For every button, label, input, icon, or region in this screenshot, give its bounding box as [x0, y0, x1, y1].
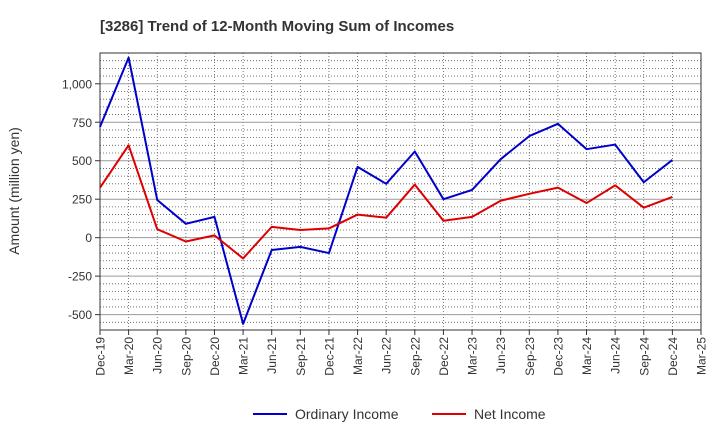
x-tick-label: Dec-23	[551, 337, 565, 376]
y-tick-label: 500	[72, 154, 92, 168]
x-tick-label: Jun-22	[380, 337, 394, 374]
y-tick-label: 750	[72, 116, 92, 130]
y-tick-label: -250	[68, 270, 92, 284]
x-tick-label: Dec-20	[208, 337, 222, 376]
x-tick-label: Mar-25	[695, 337, 709, 375]
legend: Ordinary Income Net Income	[253, 406, 546, 422]
x-tick-label: Dec-22	[437, 337, 451, 376]
x-tick-label: Mar-22	[351, 337, 365, 375]
x-tick-label: Sep-21	[294, 337, 308, 376]
x-tick-label: Dec-21	[322, 337, 336, 376]
plot-frame	[99, 52, 702, 331]
x-tick-label: Jun-21	[265, 337, 279, 374]
x-tick-label: Sep-20	[179, 337, 193, 376]
legend-label-0: Ordinary Income	[295, 406, 399, 422]
x-tick-label: Sep-23	[523, 337, 537, 376]
plot-area: -500 -250 0 250 500 750 1,000 Dec-19 Mar-20 Jun-2…	[62, 52, 709, 376]
x-tick-label: Jun-24	[609, 337, 623, 374]
y-axis-label: Amount (million yen)	[6, 127, 22, 255]
series-line-0	[99, 56, 673, 325]
x-tick-label: Dec-19	[94, 337, 108, 376]
y-tick-label: 250	[72, 193, 92, 207]
y-tick-label: -500	[68, 308, 92, 322]
series-line-1	[99, 144, 673, 260]
x-tick-label: Jun-20	[151, 337, 165, 374]
x-tick-label: Sep-24	[637, 337, 651, 376]
x-tick-label: Jun-23	[494, 337, 508, 374]
x-tick-label: Mar-20	[122, 337, 136, 375]
x-tick-label: Dec-24	[666, 337, 680, 376]
x-tick-label: Mar-21	[237, 337, 251, 375]
legend-label-1: Net Income	[474, 406, 546, 422]
x-tick-label: Mar-24	[580, 337, 594, 375]
y-tick-label: 1,000	[62, 77, 92, 91]
y-tick-label: 0	[85, 231, 92, 245]
chart-title: [3286] Trend of 12-Month Moving Sum of I…	[100, 18, 454, 35]
x-tick-label: Sep-22	[408, 337, 422, 376]
x-tick-label: Mar-23	[466, 337, 480, 375]
